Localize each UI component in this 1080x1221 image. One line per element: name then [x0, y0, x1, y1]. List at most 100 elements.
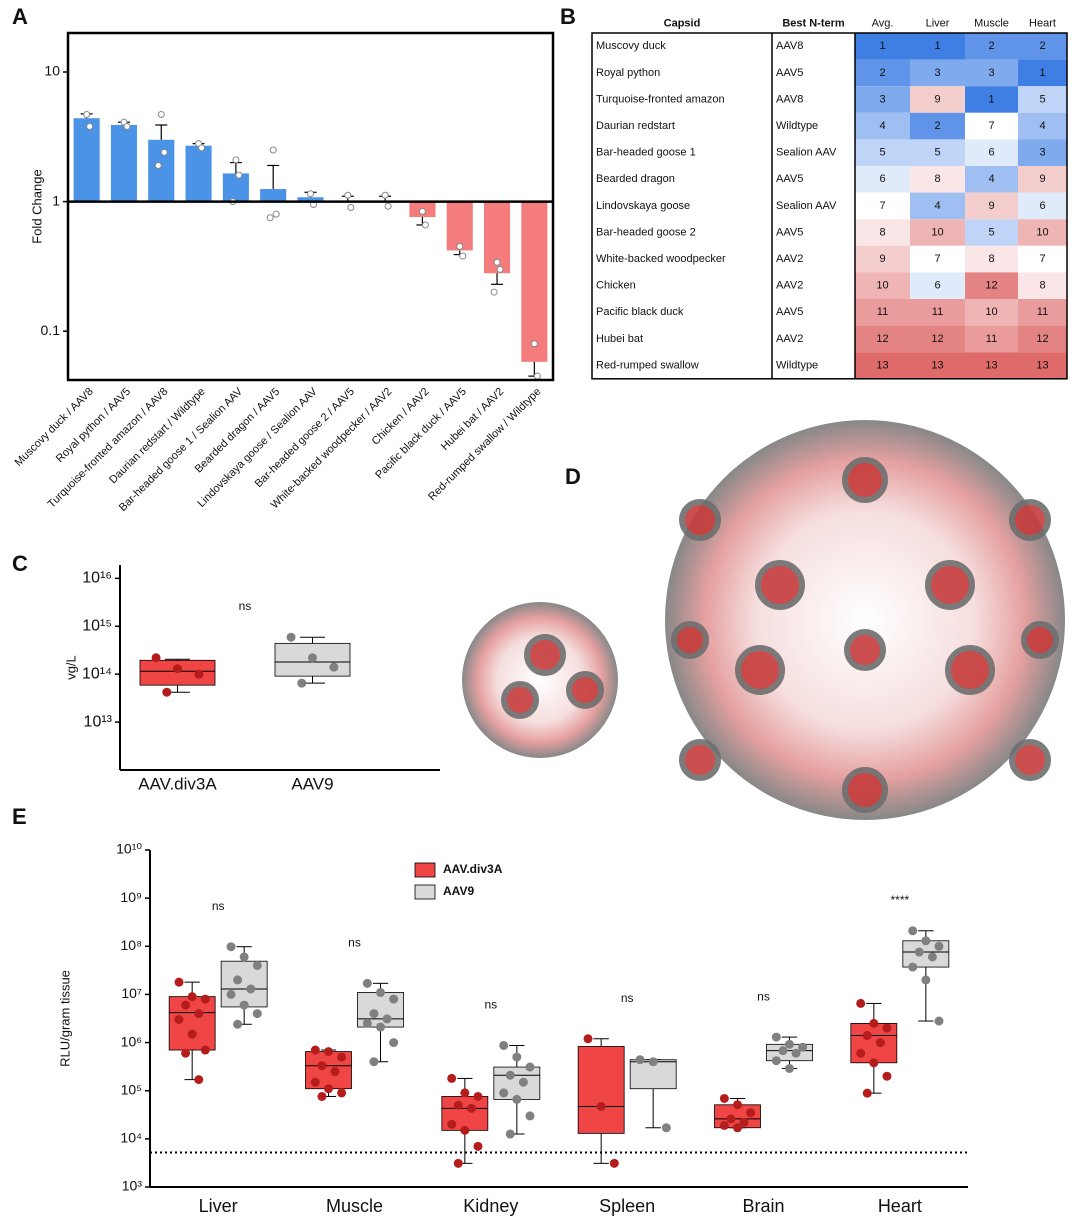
cell-text: Sealion AAV — [776, 200, 837, 212]
column-header: Avg. — [872, 17, 894, 29]
x-tick-label: Heart — [878, 1196, 922, 1216]
cell-text: Chicken — [596, 280, 636, 292]
cell-text: Bar-headed goose 1 — [596, 147, 696, 159]
heat-cell — [965, 245, 1018, 273]
cell-text: AAV8 — [776, 40, 803, 52]
data-point — [329, 662, 339, 672]
annotation: **** — [890, 893, 909, 907]
data-point — [272, 210, 280, 218]
heat-cell — [965, 325, 1018, 353]
data-point — [252, 1009, 262, 1019]
data-point — [921, 975, 931, 985]
data-point — [499, 1088, 509, 1098]
data-point — [934, 1016, 944, 1026]
x-tick-label: Muscle — [326, 1196, 383, 1216]
capsid-small — [462, 602, 618, 758]
data-point — [496, 265, 504, 273]
data-point — [719, 1120, 729, 1130]
data-point — [381, 191, 389, 199]
data-point — [198, 144, 206, 152]
cell-text: White-backed woodpecker — [596, 253, 726, 265]
data-point — [157, 111, 165, 119]
cell-text: AAV5 — [776, 67, 803, 79]
y-tick-label: 10⁷ — [121, 985, 142, 1001]
bar — [222, 173, 249, 202]
cell-value: 11 — [877, 306, 888, 318]
heat-cell — [1018, 112, 1067, 140]
heat-cell — [855, 86, 910, 113]
data-point — [512, 1094, 522, 1104]
data-point — [530, 340, 538, 348]
heat-cell — [910, 352, 965, 379]
cell-value: 10 — [876, 280, 888, 292]
heat-cell — [1018, 59, 1067, 87]
cell-value: 9 — [1039, 173, 1045, 185]
cell-text: Bearded dragon — [596, 173, 675, 185]
x-tick-label: Brain — [742, 1196, 784, 1216]
data-point — [453, 1158, 463, 1168]
data-point — [317, 1091, 327, 1101]
column-header: Capsid — [664, 17, 701, 29]
cell-text: Turquoise-fronted amazon — [596, 93, 725, 105]
heat-cell — [910, 139, 965, 166]
heat-cell — [855, 112, 910, 140]
cell-text: Bar-headed goose 2 — [596, 226, 696, 238]
cell-value: 7 — [988, 120, 994, 132]
heat-cell — [910, 112, 965, 140]
data-point — [921, 936, 931, 946]
data-point — [239, 1000, 249, 1010]
data-point — [512, 1052, 522, 1062]
heat-cell — [1018, 166, 1067, 193]
cell-text: Hubei bat — [596, 333, 643, 345]
data-point — [525, 1111, 535, 1121]
data-point — [746, 1108, 756, 1118]
y-axis-label: Fold Change — [29, 169, 44, 243]
data-point — [154, 161, 162, 169]
data-point — [739, 1117, 749, 1127]
data-point — [862, 1031, 872, 1041]
data-point — [246, 984, 256, 994]
data-point — [194, 669, 204, 679]
y-axis-label: vg/L — [63, 655, 78, 680]
data-point — [856, 998, 866, 1008]
cell-value: 2 — [934, 120, 940, 132]
heat-cell — [965, 272, 1018, 299]
heat-cell — [1018, 192, 1067, 220]
column-header: Muscle — [974, 17, 1009, 29]
cell-value: 12 — [931, 333, 943, 345]
annotation: ns — [239, 599, 252, 613]
cell-text: Wildtype — [776, 120, 818, 132]
cell-value: 13 — [931, 359, 943, 371]
data-point — [362, 978, 372, 988]
cell-value: 12 — [985, 280, 997, 292]
heat-cell — [965, 299, 1018, 326]
data-point — [771, 1056, 781, 1066]
cell-value: 11 — [1037, 306, 1048, 318]
cell-value: 1 — [934, 40, 940, 52]
heat-cell — [910, 192, 965, 220]
panel-label: C — [12, 551, 28, 576]
data-point — [389, 1038, 399, 1048]
heat-cell — [855, 272, 910, 299]
heat-cell — [855, 139, 910, 166]
column-header: Best N-term — [782, 17, 845, 29]
annotation: ns — [757, 989, 770, 1003]
legend-label: AAV.div3A — [443, 862, 503, 876]
data-point — [525, 1062, 535, 1072]
bar — [73, 118, 100, 202]
heat-cell — [855, 325, 910, 353]
heat-cell — [855, 33, 910, 60]
cell-value: 2 — [988, 40, 994, 52]
y-tick-label: 0.1 — [41, 322, 61, 338]
heat-cell — [910, 299, 965, 326]
y-tick-label: 10 — [44, 63, 60, 79]
data-point — [369, 1009, 379, 1019]
bar — [148, 139, 175, 202]
y-tick-label: 1 — [52, 192, 60, 208]
cell-value: 3 — [988, 67, 994, 79]
cell-text: Red-rumped swallow — [596, 359, 699, 371]
data-point — [908, 926, 918, 936]
y-tick-label: 10¹⁵ — [82, 617, 112, 634]
heat-cell — [910, 272, 965, 299]
